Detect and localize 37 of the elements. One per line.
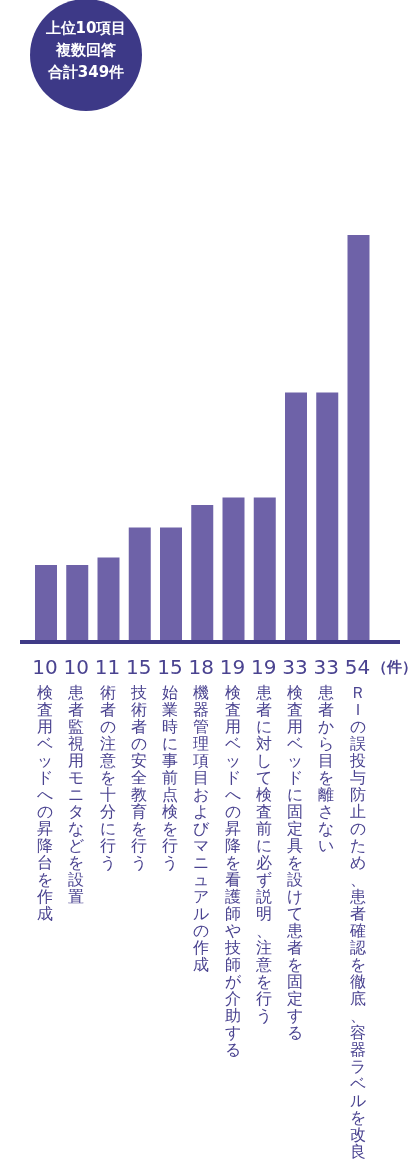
- text: 複数回答: [55, 41, 116, 59]
- category-label: 検査用ベッドへの昇降を看護師や技師が介助する: [224, 683, 241, 1059]
- data-label: 11: [94, 655, 121, 679]
- bar: [253, 497, 276, 640]
- bar: [97, 557, 120, 640]
- category-label: 始業時に事前点検を行う: [162, 683, 178, 872]
- category-label: 技術者の安全教育を行う: [130, 683, 147, 872]
- bar: [160, 527, 182, 640]
- data-label: 15: [126, 655, 152, 679]
- bar: [347, 235, 370, 640]
- category-label: 患者から目を離さない: [318, 683, 335, 855]
- bar: [316, 392, 339, 640]
- bar: [285, 392, 307, 640]
- bar: [35, 565, 57, 640]
- data-label: 15: [157, 655, 183, 679]
- category-label: 検査用ベッドへの昇降台を作成: [37, 683, 53, 923]
- data-label: 10: [32, 655, 58, 679]
- data-label: 19: [219, 655, 246, 679]
- category-label: 患者監視用モニタなどを設置: [68, 683, 85, 906]
- bar: [222, 497, 245, 640]
- data-label: 54: [344, 655, 371, 679]
- data-label: 10: [63, 655, 89, 679]
- data-label: 19: [251, 655, 277, 679]
- bar: [191, 505, 214, 640]
- data-label: 18: [188, 655, 214, 679]
- text: 合計349件: [46, 63, 125, 81]
- bar: [66, 565, 89, 640]
- text: （件）: [371, 658, 417, 676]
- category-label: 機器管理項目およびマニュアルの作成: [193, 683, 210, 974]
- category-label: 術者の注意を十分に行う: [99, 683, 116, 872]
- category-label: 検査用ベッドに固定具を設けて患者を固定する: [287, 683, 303, 1042]
- data-label: 33: [313, 655, 339, 679]
- data-label: 33: [282, 655, 308, 679]
- category-label: 患者に対して検査前に必ず説明、注意を行う: [255, 683, 272, 1025]
- text: 上位10項目: [44, 19, 127, 37]
- category-label: ＲＩの誤投与防止のため、患者確認を徹底、容器ラベルを改良: [349, 683, 366, 1161]
- bar: [128, 527, 151, 640]
